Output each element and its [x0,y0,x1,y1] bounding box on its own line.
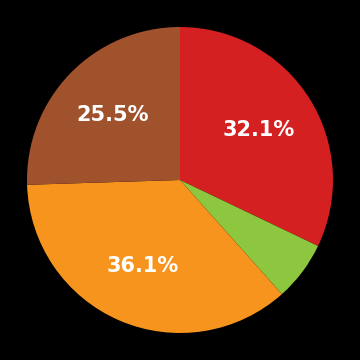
Text: 25.5%: 25.5% [77,105,149,125]
Text: 36.1%: 36.1% [107,256,179,276]
Wedge shape [27,27,180,185]
Wedge shape [180,27,333,246]
Wedge shape [27,180,282,333]
Wedge shape [180,180,318,294]
Text: 32.1%: 32.1% [223,120,295,140]
